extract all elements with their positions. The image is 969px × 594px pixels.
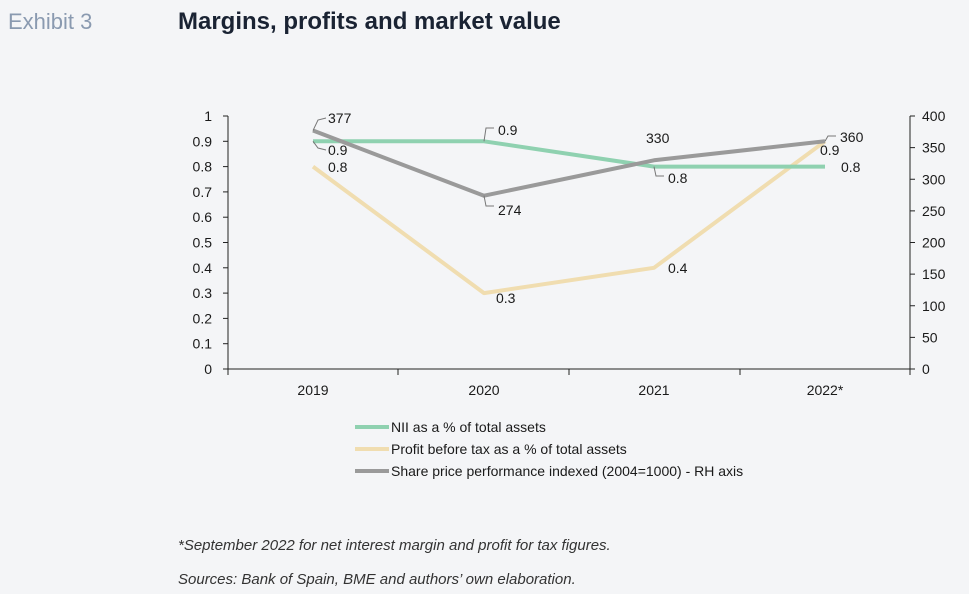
x-tick-label: 2020 xyxy=(468,382,499,398)
legend-label-share: Share price performance indexed (2004=10… xyxy=(391,463,744,479)
data-label-leader-nii xyxy=(312,141,327,151)
x-tick-label: 2021 xyxy=(638,382,669,398)
y-right-tick-label: 50 xyxy=(922,329,938,345)
data-label-nii: 0.9 xyxy=(498,122,518,138)
data-label-leader-nii xyxy=(483,127,494,142)
legend-swatch-pbt xyxy=(355,447,389,451)
sources-note: Sources: Bank of Spain, BME and authors’… xyxy=(178,571,576,588)
legend-item-share: Share price performance indexed (2004=10… xyxy=(355,460,743,482)
y-right-tick-label: 200 xyxy=(922,235,946,251)
legend-swatch-share xyxy=(355,469,389,473)
y-left-tick-label: 0.3 xyxy=(193,285,213,301)
y-left-tick-label: 0.1 xyxy=(193,336,213,352)
data-label-share: 360 xyxy=(840,129,864,145)
y-left-tick-label: 0.2 xyxy=(193,310,213,326)
y-left-tick-label: 0.8 xyxy=(193,159,213,175)
y-right-tick-label: 0 xyxy=(922,361,930,377)
y-left-tick-label: 0.4 xyxy=(193,260,213,276)
data-label-pbt: 0.3 xyxy=(496,290,516,306)
data-label-nii: 0.8 xyxy=(841,159,861,175)
y-left-tick-label: 0.7 xyxy=(193,184,213,200)
data-label-nii: 0.8 xyxy=(668,170,688,186)
legend-label-pbt: Profit before tax as a % of total assets xyxy=(391,441,627,457)
footnote: *September 2022 for net interest margin … xyxy=(178,537,611,554)
data-label-share: 377 xyxy=(328,110,352,126)
data-label-leader-nii xyxy=(653,166,664,177)
chart-title: Margins, profits and market value xyxy=(178,8,561,35)
exhibit-label: Exhibit 3 xyxy=(8,9,93,34)
y-right-tick-label: 100 xyxy=(922,298,946,314)
y-right-tick-label: 350 xyxy=(922,140,946,156)
series-line-nii xyxy=(313,139,825,169)
x-tick-label: 2022* xyxy=(807,382,844,398)
x-tick-label: 2019 xyxy=(297,382,328,398)
y-right-tick-label: 300 xyxy=(922,171,946,187)
y-left-tick-label: 0.9 xyxy=(193,133,213,149)
y-right-tick-label: 250 xyxy=(922,203,946,219)
data-label-pbt: 0.8 xyxy=(328,159,348,175)
series-line-pbt xyxy=(311,139,827,296)
data-label-pbt: 0.4 xyxy=(668,260,688,276)
y-left-tick-label: 1 xyxy=(204,108,212,124)
legend-item-pbt: Profit before tax as a % of total assets xyxy=(355,438,743,460)
data-label-leader-share xyxy=(824,135,836,142)
data-label-leader-share xyxy=(483,195,494,207)
y-right-tick-label: 150 xyxy=(922,266,946,282)
y-left-tick-label: 0.5 xyxy=(193,235,213,251)
legend-label-nii: NII as a % of total assets xyxy=(391,419,546,435)
data-label-pbt: 0.9 xyxy=(820,142,840,158)
data-label-share: 330 xyxy=(646,130,670,146)
data-label-leader-share xyxy=(312,117,327,131)
legend-swatch-nii xyxy=(355,425,389,429)
series-line-share xyxy=(312,128,826,198)
y-right-tick-label: 400 xyxy=(922,108,946,124)
legend-item-nii: NII as a % of total assets xyxy=(355,416,743,438)
y-left-tick-label: 0 xyxy=(204,361,212,377)
data-label-nii: 0.9 xyxy=(328,142,348,158)
chart-legend: NII as a % of total assets Profit before… xyxy=(355,416,743,482)
data-label-share: 274 xyxy=(498,202,522,218)
y-left-tick-label: 0.6 xyxy=(193,209,213,225)
